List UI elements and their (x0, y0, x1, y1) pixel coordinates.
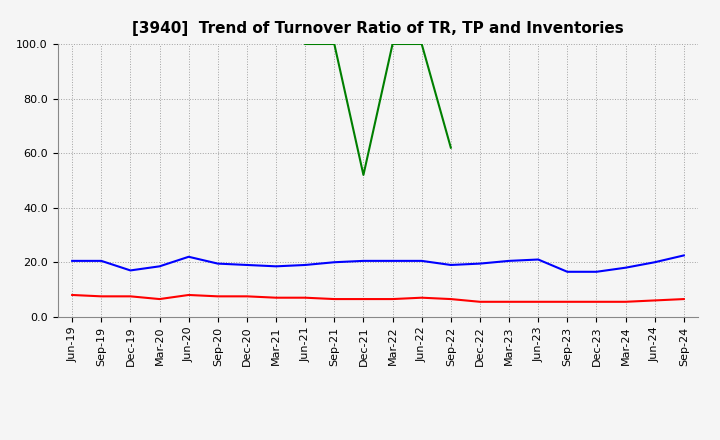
Trade Payables (271, 264, 280, 269)
Trade Receivables (418, 295, 426, 301)
Trade Receivables (301, 295, 310, 301)
Inventories (330, 41, 338, 47)
Trade Receivables (359, 297, 368, 302)
Trade Receivables (621, 299, 630, 304)
Trade Receivables (534, 299, 543, 304)
Trade Payables (563, 269, 572, 275)
Line: Trade Receivables: Trade Receivables (72, 295, 684, 302)
Trade Receivables (97, 294, 106, 299)
Trade Payables (476, 261, 485, 266)
Line: Trade Payables: Trade Payables (72, 255, 684, 272)
Trade Payables (418, 258, 426, 264)
Trade Payables (301, 262, 310, 268)
Trade Receivables (213, 294, 222, 299)
Legend: Trade Receivables, Trade Payables, Inventories: Trade Receivables, Trade Payables, Inven… (153, 438, 603, 440)
Trade Payables (534, 257, 543, 262)
Inventories (359, 172, 368, 178)
Trade Receivables (271, 295, 280, 301)
Trade Receivables (592, 299, 600, 304)
Trade Receivables (388, 297, 397, 302)
Trade Payables (156, 264, 164, 269)
Inventories (301, 41, 310, 47)
Trade Payables (126, 268, 135, 273)
Inventories (418, 41, 426, 47)
Line: Inventories: Inventories (305, 44, 451, 175)
Trade Receivables (156, 297, 164, 302)
Trade Payables (213, 261, 222, 266)
Trade Payables (592, 269, 600, 275)
Trade Payables (243, 262, 251, 268)
Trade Receivables (126, 294, 135, 299)
Inventories (446, 145, 455, 150)
Trade Payables (68, 258, 76, 264)
Trade Payables (505, 258, 513, 264)
Trade Payables (184, 254, 193, 260)
Trade Receivables (505, 299, 513, 304)
Title: [3940]  Trend of Turnover Ratio of TR, TP and Inventories: [3940] Trend of Turnover Ratio of TR, TP… (132, 21, 624, 36)
Trade Payables (97, 258, 106, 264)
Trade Receivables (650, 298, 659, 303)
Trade Receivables (563, 299, 572, 304)
Trade Payables (446, 262, 455, 268)
Trade Payables (330, 260, 338, 265)
Inventories (388, 41, 397, 47)
Trade Payables (359, 258, 368, 264)
Trade Payables (650, 260, 659, 265)
Trade Payables (680, 253, 688, 258)
Trade Receivables (476, 299, 485, 304)
Trade Receivables (184, 292, 193, 297)
Trade Receivables (680, 297, 688, 302)
Trade Receivables (330, 297, 338, 302)
Trade Receivables (446, 297, 455, 302)
Trade Receivables (243, 294, 251, 299)
Trade Payables (388, 258, 397, 264)
Trade Payables (621, 265, 630, 270)
Trade Receivables (68, 292, 76, 297)
